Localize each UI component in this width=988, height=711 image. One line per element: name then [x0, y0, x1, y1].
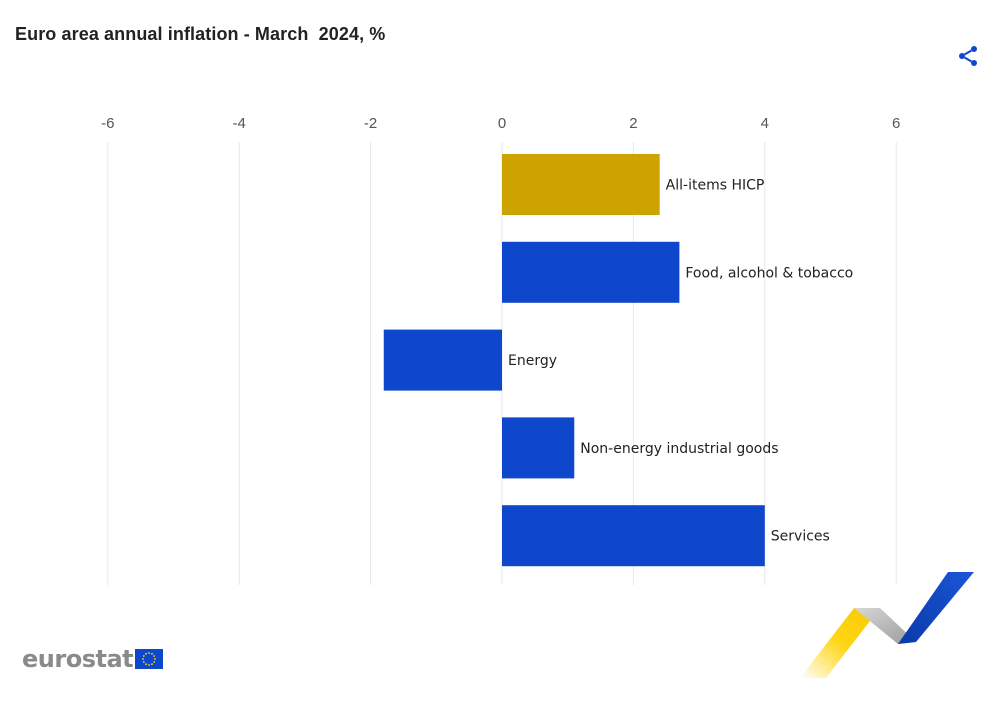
- x-tick-label: 6: [892, 115, 900, 132]
- x-tick-label: 2: [629, 115, 637, 132]
- bar-labels: All-items HICP Food, alcohol & tobacco Ene…: [508, 178, 853, 545]
- eu-flag-icon: [135, 649, 164, 669]
- bars: [383, 154, 765, 567]
- bar[interactable]: [502, 241, 680, 303]
- bar[interactable]: [502, 417, 575, 479]
- logo-text: eurostat: [22, 645, 134, 673]
- chart-title: Euro area annual inflation - March 2024,…: [15, 24, 386, 44]
- x-tick-label: -4: [233, 115, 246, 132]
- share-icon[interactable]: [956, 44, 980, 68]
- bar-label: Energy: [508, 353, 557, 369]
- bar-label: Non-energy industrial goods: [580, 441, 778, 457]
- eurostat-logo: eurostat: [22, 644, 164, 674]
- x-tick-label: 4: [761, 115, 769, 132]
- bar[interactable]: [502, 505, 765, 567]
- bar[interactable]: [502, 154, 660, 215]
- x-tick-label: -6: [101, 115, 114, 132]
- bar-label: Food, alcohol & tobacco: [685, 265, 853, 281]
- bar-label: All-items HICP: [666, 178, 765, 194]
- x-axis-ticks: -6 -4 -2 0 2 4 6: [101, 115, 900, 132]
- bar[interactable]: [383, 329, 502, 391]
- bar-label: Services: [771, 529, 830, 545]
- x-tick-label: -2: [364, 115, 377, 132]
- x-tick-label: 0: [498, 115, 506, 132]
- decorative-ribbon: [800, 572, 974, 678]
